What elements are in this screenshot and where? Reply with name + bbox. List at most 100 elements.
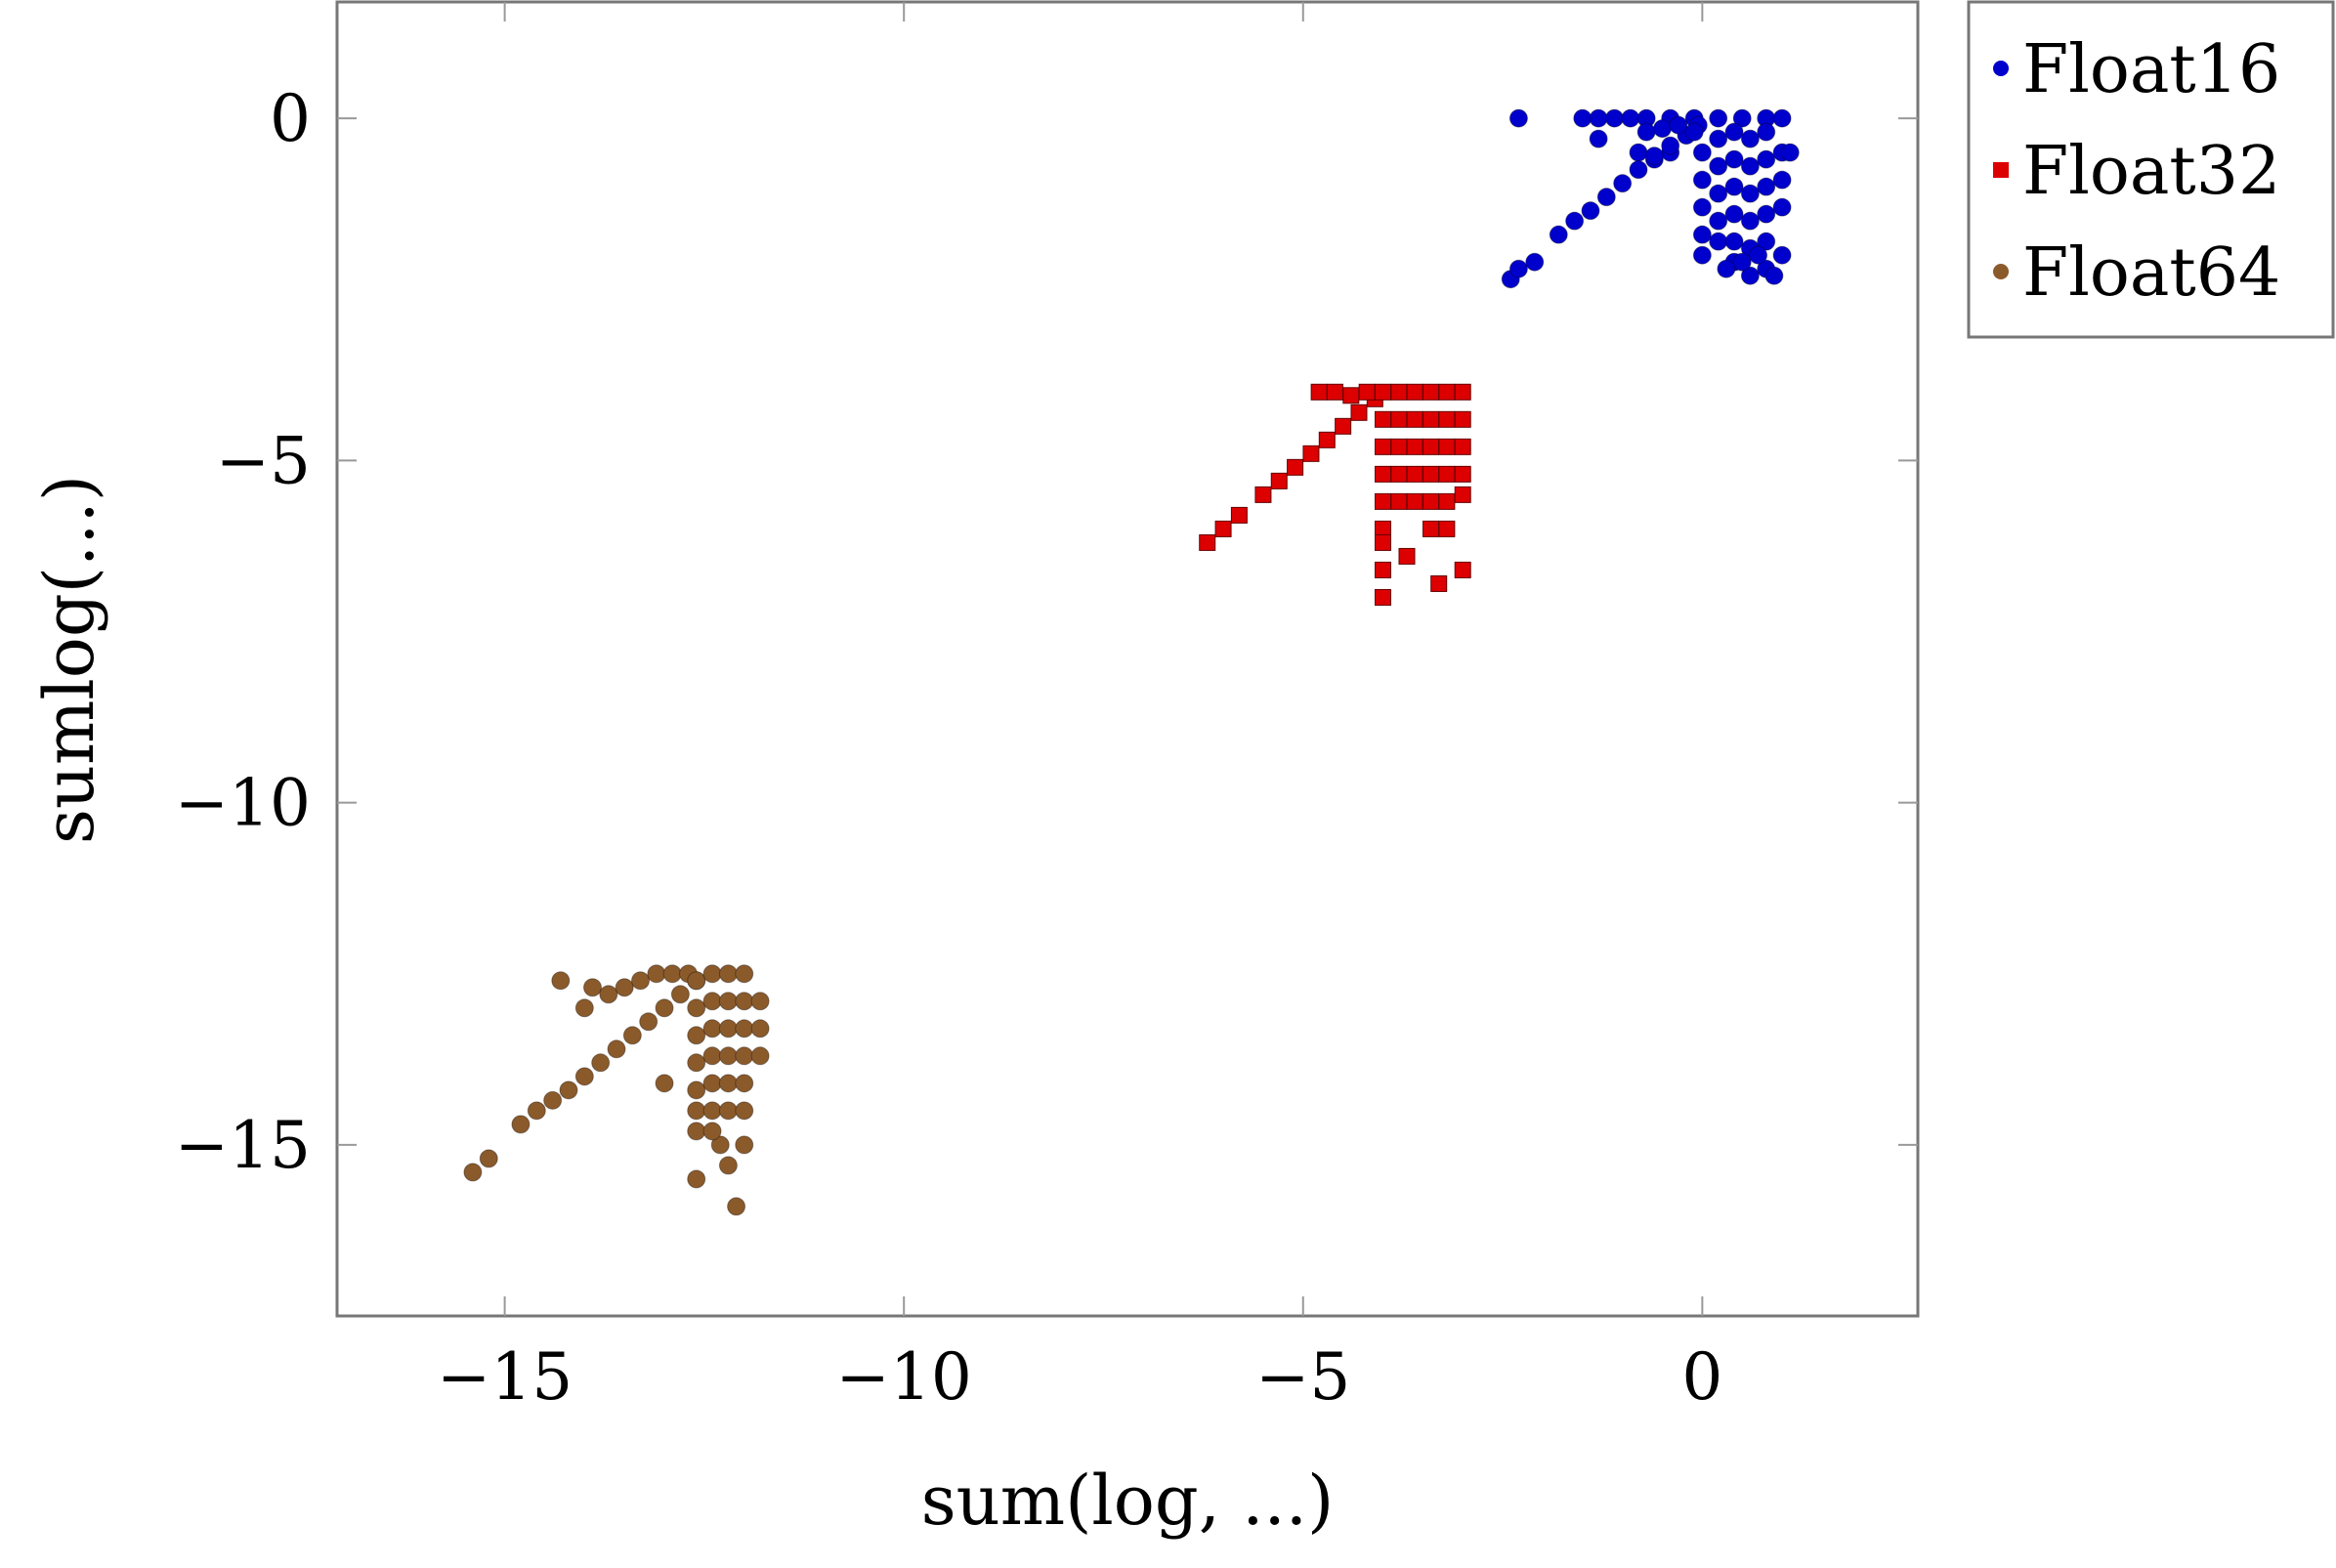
data-point (1438, 465, 1456, 483)
data-point (1644, 147, 1664, 166)
data-point (1757, 149, 1776, 169)
data-point (582, 978, 602, 997)
data-point (1589, 129, 1608, 148)
data-point (1438, 383, 1456, 401)
data-point (718, 964, 738, 984)
data-point (727, 1197, 746, 1216)
plot-area (335, 0, 1920, 1318)
data-point (702, 1074, 722, 1093)
data-point (1732, 252, 1752, 272)
data-point (735, 1019, 754, 1038)
data-point (631, 971, 651, 991)
data-point (1724, 232, 1744, 251)
data-point (551, 971, 571, 991)
data-point (1199, 533, 1216, 551)
data-point (1214, 520, 1232, 537)
data-point (1423, 438, 1440, 455)
data-point (1709, 129, 1728, 148)
data-point (639, 1012, 658, 1032)
data-point (1692, 170, 1712, 190)
data-point (702, 992, 722, 1011)
data-point (527, 1101, 546, 1121)
data-point (702, 1019, 722, 1038)
data-point (1684, 122, 1704, 142)
data-point (1454, 410, 1471, 428)
data-point (1780, 143, 1800, 162)
data-point (1358, 383, 1376, 401)
data-point (1757, 204, 1776, 224)
data-point (1589, 108, 1608, 128)
data-point (1757, 232, 1776, 251)
data-point (1740, 129, 1760, 148)
data-point (1549, 225, 1568, 244)
data-point (1772, 197, 1792, 217)
data-point (1709, 156, 1728, 176)
data-point (1740, 266, 1760, 285)
data-point (687, 1122, 706, 1141)
y-tick-label: −10 (175, 766, 311, 841)
data-point (574, 998, 594, 1018)
data-point (718, 1074, 738, 1093)
data-point (1525, 252, 1545, 272)
data-point (1374, 492, 1391, 510)
tick-labels: −15 −10 −5 0 0 −5 −10 −15 (175, 81, 1723, 1415)
data-point (1740, 156, 1760, 176)
data-point (1270, 472, 1288, 489)
data-point (622, 1026, 642, 1045)
data-point (1406, 465, 1423, 483)
data-point (1740, 184, 1760, 203)
data-point (1581, 201, 1600, 221)
data-point (718, 1046, 738, 1066)
data-point (1508, 259, 1528, 278)
data-point (1335, 417, 1352, 435)
data-point (1406, 383, 1423, 401)
x-axis-title: sum(log, ...) (921, 1461, 1335, 1541)
data-point (1692, 197, 1712, 217)
data-point (702, 1122, 722, 1141)
data-point (1406, 410, 1423, 428)
data-point (1565, 211, 1585, 231)
data-point (1454, 438, 1471, 455)
data-point (735, 1135, 754, 1155)
data-point (687, 1101, 706, 1121)
data-point (1724, 122, 1744, 142)
data-point (750, 1046, 770, 1066)
data-point (1740, 211, 1760, 231)
data-point (655, 1074, 674, 1093)
data-point (1374, 533, 1391, 551)
data-point (718, 1156, 738, 1175)
data-point (1709, 184, 1728, 203)
data-point (574, 1067, 594, 1086)
y-tick-label: −15 (175, 1108, 311, 1183)
data-point (710, 1135, 730, 1155)
data-point (687, 1169, 706, 1189)
data-point (559, 1081, 578, 1100)
data-point (1757, 122, 1776, 142)
legend-marker-float16 (1993, 61, 2009, 76)
data-point (670, 985, 690, 1004)
data-points (463, 108, 1800, 1216)
legend-label-float64: Float64 (2022, 234, 2280, 312)
data-point (1342, 387, 1360, 404)
data-point (1692, 143, 1712, 162)
x-tick-label: −15 (437, 1339, 573, 1415)
legend-label-float16: Float16 (2022, 31, 2280, 108)
data-point (702, 1101, 722, 1121)
data-point (1724, 149, 1744, 169)
data-point (750, 992, 770, 1011)
data-point (1390, 492, 1408, 510)
y-tick-label: −5 (216, 423, 311, 498)
data-point (655, 998, 674, 1018)
data-point (1326, 383, 1343, 401)
data-point (687, 1081, 706, 1100)
data-point (647, 964, 666, 984)
data-point (687, 998, 706, 1018)
data-point (1709, 232, 1728, 251)
data-point (1772, 170, 1792, 190)
data-point (1423, 492, 1440, 510)
data-point (1423, 383, 1440, 401)
data-point (1724, 204, 1744, 224)
data-point (1573, 108, 1593, 128)
data-point (1390, 383, 1408, 401)
data-point (1390, 465, 1408, 483)
